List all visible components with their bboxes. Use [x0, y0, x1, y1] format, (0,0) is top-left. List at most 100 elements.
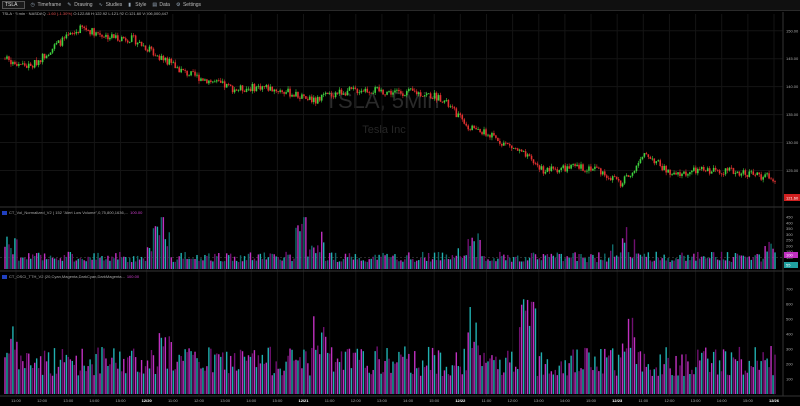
volume-bar [491, 260, 493, 269]
oscillator-bar [402, 356, 404, 394]
candle-body [198, 74, 200, 81]
oscillator-bar [158, 333, 161, 394]
candle-body [505, 142, 507, 144]
oscillator-bar [136, 371, 139, 394]
volume-tick-label: 200 [786, 243, 793, 248]
oscillator-bar [65, 354, 68, 394]
candle-body [396, 89, 398, 91]
oscillator-bar [689, 374, 691, 394]
oscillator-bar [255, 367, 258, 394]
candle-body [722, 174, 725, 175]
volume-bar [63, 255, 66, 269]
candle-body [49, 52, 52, 55]
volume-bar [505, 260, 507, 269]
volume-bar [14, 238, 16, 269]
oscillator-bar [180, 356, 182, 394]
settings-menu[interactable]: ⚙ Settings [176, 2, 201, 8]
candle-body [338, 89, 341, 94]
oscillator-bar [423, 367, 426, 394]
volume-bar [716, 259, 719, 269]
volume-bar [324, 260, 327, 269]
volume-bar [8, 244, 10, 269]
volume-bar [263, 252, 266, 269]
volume-bar [758, 254, 760, 269]
time-axis[interactable]: 11:00 12:00 13:00 14:00 15:00 12/20 11:00 12:00… [11, 398, 780, 403]
volume-bar [406, 255, 408, 269]
oscillator-bar [623, 351, 626, 394]
oscillator-bar [289, 348, 291, 394]
volume-pane-label[interactable]: CT_Vol_Normalized_V2 ( 152 "Alert Low Vo… [2, 210, 142, 215]
osc-tick-label: 700 [786, 287, 793, 292]
oscillator-bar [687, 361, 689, 394]
candle-body [552, 166, 555, 169]
symbol-input[interactable]: TSLA [2, 1, 25, 9]
oscillator-bar [695, 367, 697, 394]
volume-bar [202, 260, 204, 269]
volume-bar [568, 257, 570, 269]
candle-body [518, 149, 521, 151]
osc-tick-label: 500 [786, 317, 793, 322]
candle-body [275, 89, 277, 92]
candle-body [548, 167, 551, 172]
volume-bar [166, 246, 169, 269]
oscillator-bar [69, 359, 72, 394]
osc-pane-label[interactable]: CT_OSCI_TTH_V2 (20,Cyan,Magenta,DarkCyan… [2, 274, 139, 279]
oscillator-bar [265, 362, 267, 394]
oscillator-bar [350, 368, 353, 394]
drawing-menu[interactable]: ✎ Drawing [67, 2, 92, 8]
candle-body [247, 88, 250, 90]
candle-body [665, 165, 667, 173]
oscillator-bar [748, 360, 750, 394]
volume-bar [705, 258, 707, 269]
candle-body [718, 170, 721, 174]
oscillator-bar [334, 362, 337, 394]
quote-line: TSLA · 5 min · NASDAQ -1.60 (-1.30%) O:1… [2, 11, 168, 16]
volume-bar [303, 217, 305, 269]
oscillator-bar [491, 355, 493, 394]
candle-body [728, 167, 731, 171]
oscillator-bar [388, 358, 390, 394]
volume-bar [206, 255, 208, 269]
oscillator-bar [14, 349, 16, 394]
candle-body [45, 56, 48, 59]
volume-bar [479, 239, 481, 269]
studies-menu[interactable]: ∿ Studies [99, 2, 123, 8]
volume-axis[interactable]: 45040035030025020015010050 [786, 215, 793, 266]
candle-body [81, 25, 83, 27]
oscillator-bar [421, 360, 424, 394]
oscillator-bar [437, 350, 440, 394]
volume-bar [542, 254, 545, 269]
oscillator-bar [81, 348, 83, 394]
volume-pane-title: CT_Vol_Normalized_V2 ( 152 "Alert Low Vo… [9, 210, 129, 215]
oscillator-axis[interactable]: 700 600 500 400 300 200 100 [786, 287, 793, 382]
candle-body [501, 143, 503, 146]
oscillator-bar [693, 374, 695, 394]
oscillator-bar [463, 348, 465, 394]
oscillator-bar [750, 366, 752, 394]
candle-body [574, 164, 576, 166]
style-menu[interactable]: ▮ Style [128, 2, 146, 8]
oscillator-bar [675, 355, 677, 394]
candle-body [164, 57, 167, 61]
volume-bar [125, 256, 127, 269]
oscillator-bar [720, 371, 723, 394]
volume-bar [586, 262, 588, 269]
price-axis[interactable]: 150.00 145.00 140.00 135.00 130.00 125.00 [786, 28, 799, 173]
oscillator-bar [109, 364, 111, 394]
oscillator-bar [267, 347, 269, 394]
volume-bar [168, 232, 170, 269]
oscillator-bar [677, 375, 679, 394]
timeframe-menu[interactable]: ◷ Timeframe [31, 2, 62, 8]
candle-body [520, 149, 523, 152]
oscillator-bar [91, 364, 93, 394]
volume-bar [239, 255, 242, 269]
oscillator-bar [346, 349, 349, 394]
volume-bar [627, 252, 630, 269]
candle-body [649, 156, 652, 159]
data-menu[interactable]: ▤ Data [152, 2, 170, 8]
oscillator-bar [412, 374, 414, 394]
candle-body [291, 94, 293, 97]
volume-bar [515, 256, 517, 269]
volume-bar [748, 256, 750, 269]
